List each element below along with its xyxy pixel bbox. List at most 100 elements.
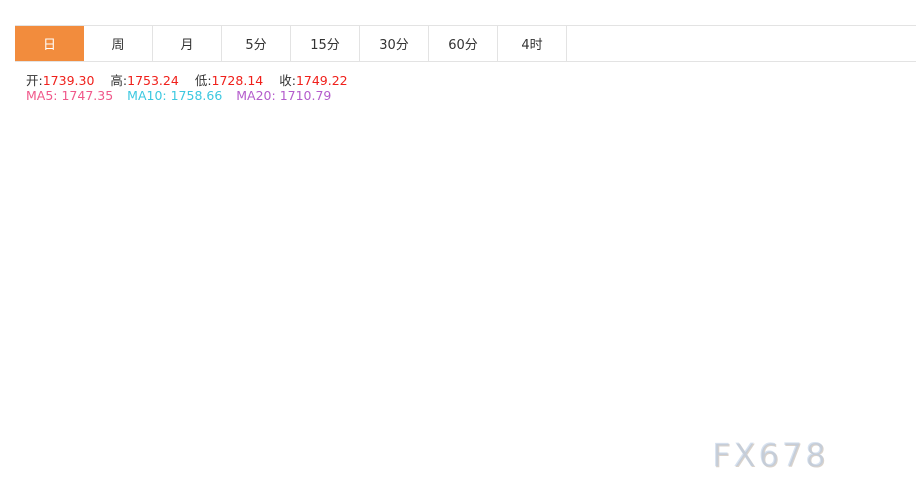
- candle-down: [302, 306, 312, 327]
- ma5-line: [20, 138, 795, 466]
- candle-up: [254, 338, 264, 343]
- tab-15分[interactable]: 15分: [291, 26, 360, 61]
- candle-down: [623, 143, 633, 151]
- y-tick-label: 1752.66: [854, 353, 898, 367]
- period-tabs: 日周月 5分 15分 30分 60分 4时: [15, 25, 916, 62]
- y-tick-label: 1851.68: [854, 235, 898, 249]
- y-tick-label: 1950.70: [854, 113, 898, 127]
- candle-up: [314, 288, 323, 327]
- candle-down: [28, 409, 38, 417]
- candle-up: [349, 310, 359, 332]
- close-label: 收:: [279, 73, 296, 88]
- y-tick-label: 1802.17: [854, 293, 898, 307]
- candle-down: [492, 236, 502, 264]
- low-label: 低:: [194, 73, 212, 88]
- candle-down: [171, 358, 181, 360]
- y-tick-label: 1975.46: [854, 83, 898, 97]
- candle-down: [742, 167, 752, 224]
- ma5-value: MA5: 1747.35: [26, 88, 114, 103]
- tab-5分[interactable]: 5分: [222, 26, 291, 61]
- candle-up: [195, 362, 204, 377]
- candle-up: [444, 283, 454, 299]
- candle-up: [706, 147, 716, 156]
- candle-down: [87, 328, 97, 335]
- candle-up: [52, 338, 62, 361]
- candle-up: [218, 298, 228, 343]
- y-tick-label: 1678.39: [854, 443, 898, 457]
- candle-up: [373, 280, 383, 319]
- candle-up: [468, 255, 478, 272]
- candle-down: [337, 294, 347, 332]
- tab-4时[interactable]: 4时: [498, 26, 567, 61]
- candle-up: [278, 316, 288, 320]
- tab-月[interactable]: 月: [153, 26, 222, 61]
- candle-up: [611, 142, 621, 179]
- tab-60分[interactable]: 60分: [429, 26, 498, 61]
- candle-up: [147, 364, 157, 377]
- candle-up: [718, 120, 728, 148]
- candle-up: [778, 211, 788, 216]
- candle-up: [40, 356, 50, 417]
- ma20-line: [20, 163, 795, 479]
- candle-down: [99, 334, 109, 352]
- ma10-line: [20, 142, 795, 475]
- y-tick-label: 1826.93: [854, 263, 898, 277]
- candle-up: [206, 340, 216, 365]
- candle-down: [385, 280, 395, 287]
- ma20-value: MA20: 1710.79: [236, 88, 332, 103]
- candle-up: [421, 286, 431, 303]
- candle-up: [659, 126, 669, 137]
- candle-down: [242, 306, 252, 343]
- candle-up: [504, 222, 514, 267]
- tab-日[interactable]: 日: [15, 26, 84, 61]
- candle-up: [159, 356, 169, 365]
- candle-up: [290, 306, 300, 317]
- candle-up: [516, 215, 526, 221]
- candle-up: [456, 274, 466, 287]
- tab-周[interactable]: 周: [84, 26, 153, 61]
- ma10-value: MA10: 1758.66: [127, 88, 223, 103]
- candle-down: [671, 124, 680, 148]
- candle-up: [682, 147, 692, 149]
- candle-up: [135, 374, 145, 379]
- candle-up: [635, 143, 645, 151]
- candle-up: [480, 236, 490, 257]
- candle-up: [76, 327, 85, 340]
- candle-up: [266, 319, 276, 339]
- y-tick-label: 1876.44: [854, 203, 898, 217]
- close-value: 1749.22: [295, 73, 348, 88]
- candle-up: [16, 408, 26, 455]
- candle-down: [397, 286, 407, 312]
- candle-down: [587, 163, 597, 172]
- candle-up: [766, 215, 776, 223]
- candle-down: [540, 210, 550, 212]
- y-tick-label: 1777.41: [854, 323, 898, 337]
- candle-down: [111, 350, 121, 364]
- candle-down: [361, 312, 371, 319]
- low-value: 1728.14: [211, 73, 264, 88]
- candle-up: [647, 136, 657, 145]
- candle-down: [730, 120, 740, 168]
- candle-down: [325, 290, 335, 295]
- fx678-watermark: FX678: [712, 436, 829, 474]
- candle-up: [528, 208, 538, 219]
- candle-up: [64, 336, 74, 349]
- y-tick-label: 1901.19: [854, 173, 898, 187]
- candle-down: [123, 363, 133, 379]
- candle-down: [694, 147, 704, 155]
- y-tick-label: 1653.63: [854, 473, 898, 487]
- high-value: 1753.24: [127, 73, 179, 88]
- candle-down: [183, 359, 193, 375]
- y-tick-label: 1925.95: [854, 143, 898, 157]
- candle-up: [409, 306, 419, 313]
- last-price-label: 1862.15: [851, 219, 895, 233]
- tab-30分[interactable]: 30分: [360, 26, 429, 61]
- candle-down: [230, 299, 240, 307]
- candle-down: [790, 211, 799, 228]
- candle-up: [552, 184, 561, 212]
- candle-down: [599, 171, 609, 177]
- last-price-badge: [847, 217, 899, 234]
- open-label: 开:: [26, 73, 43, 88]
- y-tick-label: 1703.15: [854, 413, 898, 427]
- ohlc-readout: 开:1739.30 高:1753.24 低:1728.14 收:1749.22: [26, 70, 360, 89]
